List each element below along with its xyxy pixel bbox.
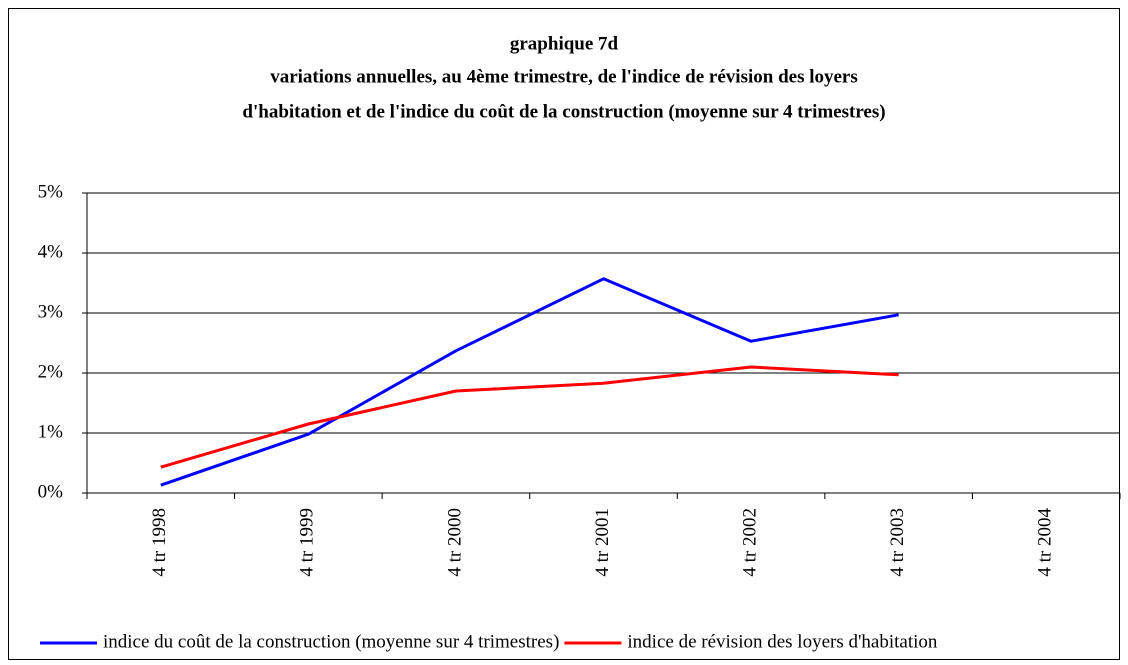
y-tick-label: 5% xyxy=(38,181,64,202)
x-tick-label: 4 tr 1998 xyxy=(149,508,170,577)
y-tick-label: 4% xyxy=(38,241,64,262)
series-line xyxy=(160,277,899,487)
x-tick-label: 4 tr 2003 xyxy=(887,508,908,577)
x-tick-label: 4 tr 2002 xyxy=(739,508,760,577)
legend-label: indice du coût de la construction (moyen… xyxy=(103,631,559,652)
y-tick-label: 1% xyxy=(38,421,64,442)
x-tick-label: 4 tr 1999 xyxy=(297,508,318,577)
y-tick-label: 3% xyxy=(38,301,64,322)
chart-frame xyxy=(8,8,1120,660)
series-line xyxy=(160,365,899,469)
legend-label: indice de révision des loyers d'habitati… xyxy=(627,631,937,652)
y-tick-label: 0% xyxy=(38,481,64,502)
x-tick-label: 4 tr 2000 xyxy=(444,508,465,577)
y-tick-label: 2% xyxy=(38,361,64,382)
chart-title: variations annuelles, au 4ème trimestre,… xyxy=(270,66,858,87)
chart-title: graphique 7d xyxy=(510,33,619,54)
chart-title: d'habitation et de l'indice du coût de l… xyxy=(242,101,885,122)
x-tick-label: 4 tr 2004 xyxy=(1035,508,1056,577)
x-tick-label: 4 tr 2001 xyxy=(592,508,613,577)
